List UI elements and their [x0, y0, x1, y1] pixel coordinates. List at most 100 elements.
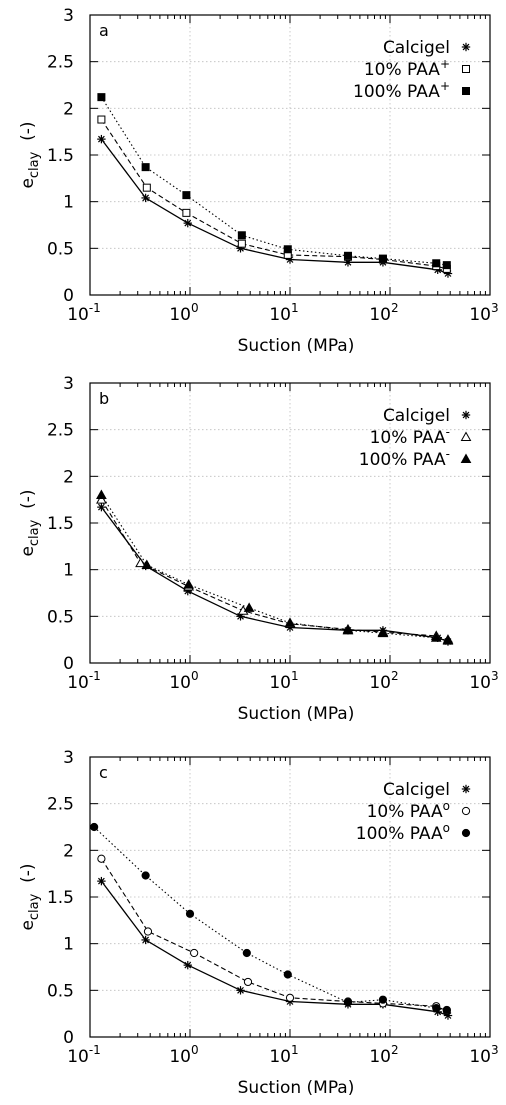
panel-a-y-axis-label: eclay (-) — [18, 121, 42, 188]
panel-c-legend-entry-2: 100% PAAo — [356, 821, 450, 844]
panel-a-series-0-point — [141, 193, 150, 203]
panel-c-series-2-point — [185, 909, 195, 918]
panel-c-x-tick-label: 103 — [469, 1043, 498, 1067]
panel-a-series-1-point — [182, 208, 191, 217]
panel-b-series-line-0 — [100, 506, 449, 643]
panel-a-x-tick-label: 10-1 — [67, 301, 101, 325]
panel-c-legend-marker-1 — [461, 806, 471, 816]
panel-a-y-tick-label: 2 — [63, 99, 74, 119]
panel-c-y-tick-label: 1 — [63, 935, 74, 955]
panel-a-legend-entry-2: 100% PAA+ — [353, 79, 450, 102]
panel-c-series-1-point — [285, 993, 295, 1002]
panel-b-series-2-point — [96, 489, 107, 499]
panel-a-frame — [89, 14, 491, 296]
panel-a-legend-entry-1: 10% PAA+ — [364, 57, 450, 80]
panel-a-label: a — [99, 21, 109, 40]
panel-b-x-tick-label: 10-1 — [67, 669, 101, 693]
panel-c-series-1-point — [143, 927, 153, 936]
panel-b-y-tick-label: 2 — [63, 467, 74, 487]
panel-b-y-tick-label: 3 — [63, 374, 74, 394]
panel-c-series-2-point — [242, 948, 251, 958]
panel-b-y-tick-label: 0 — [63, 654, 74, 674]
panel-c-series-0-point — [236, 986, 245, 995]
panel-c-x-tick-label: 102 — [369, 1043, 398, 1067]
panel-b-legend-entry-2: 100% PAA- — [359, 447, 450, 470]
panel-c-y-axis-label: eclay (-) — [18, 863, 42, 930]
panel-c-series-2-point — [141, 871, 150, 880]
panel-a-y-tick-label: 1.5 — [47, 146, 74, 166]
panel-c-series-2-point — [283, 970, 292, 979]
panel-a-legend-entry-0: Calcigel — [383, 38, 450, 58]
panel-b-legend-marker-0 — [461, 410, 471, 420]
panel-a-x-tick-label: 103 — [469, 301, 498, 325]
panel-b-y-tick-label: 0.5 — [47, 607, 74, 627]
panel-a-series-1-point — [237, 239, 246, 248]
panel-c-series-line-2 — [93, 826, 447, 1011]
panel-a: 10-1 100 101 102 10300.511.522.53aCalcigel10… — [18, 6, 499, 356]
panel-a-series-2-point — [378, 254, 387, 263]
panel-b-series-1-point — [96, 494, 107, 504]
panel-a-legend-marker-1 — [462, 65, 470, 73]
panel-a-series-line-2 — [100, 96, 447, 266]
panel-c-series-2-point — [432, 1003, 441, 1013]
panel-c-y-tick-label: 1.5 — [47, 888, 74, 908]
panel-b: 10-1 100 101 102 10300.511.522.53bCalcigel10… — [18, 374, 499, 724]
panel-b-series-2-point — [342, 624, 354, 635]
panel-b-frame — [89, 382, 491, 664]
panel-a-series-1-point — [142, 183, 151, 192]
panel-b-legend-marker-2 — [460, 453, 472, 463]
panel-b-x-tick-label: 100 — [169, 669, 198, 693]
panel-b-legend-entry-1: 10% PAA- — [370, 425, 450, 448]
panel-b-x-tick-label: 101 — [269, 669, 298, 693]
panel-b-x-tick-label: 103 — [469, 669, 498, 693]
panel-a-series-line-1 — [100, 119, 447, 270]
panel-c-series-1-point — [97, 854, 106, 863]
panel-c-label: c — [99, 763, 108, 782]
panel-b-series-2-point — [377, 627, 389, 638]
panel-a-series-0-point — [183, 218, 192, 228]
panel-a-y-tick-label: 1 — [63, 193, 74, 213]
panel-c-series-0-point — [141, 935, 150, 945]
panel-b-label: b — [99, 389, 109, 408]
panel-a-x-tick-label: 100 — [169, 301, 198, 325]
panel-c-series-0-point — [183, 960, 192, 970]
panel-a-series-2-point — [182, 191, 191, 200]
panel-a-series-2-point — [432, 259, 441, 268]
panel-b-series-1-point — [135, 557, 146, 568]
panel-a-y-tick-label: 3 — [63, 6, 74, 26]
panel-c-series-0-point — [97, 876, 106, 886]
panel-a-series-2-point — [343, 251, 352, 260]
panel-b-legend-marker-1 — [460, 431, 472, 441]
panel-a-series-2-point — [97, 93, 106, 102]
panel-c-y-tick-label: 0 — [63, 1028, 74, 1048]
panel-b-series-2-point — [442, 635, 454, 645]
panel-a-series-1-point — [97, 115, 106, 124]
panel-a-series-2-point — [237, 231, 246, 240]
panel-b-series-0-point — [97, 502, 106, 512]
panel-b-legend-entry-0: Calcigel — [383, 406, 450, 426]
panel-b-y-axis-label: eclay (-) — [18, 489, 42, 556]
panel-c-legend-marker-0 — [461, 784, 471, 794]
panel-b-series-2-point — [430, 632, 442, 642]
panel-b-x-axis-label: Suction (MPa) — [238, 704, 355, 724]
panel-c-frame — [89, 756, 491, 1038]
panel-c-y-tick-label: 0.5 — [47, 981, 74, 1001]
panel-b-y-tick-label: 1 — [63, 561, 74, 581]
panel-c-series-2-point — [442, 1005, 451, 1015]
panel-b-series-2-point — [284, 617, 296, 627]
panel-a-series-2-point — [442, 261, 451, 270]
panel-a-y-tick-label: 0.5 — [47, 239, 74, 259]
panel-c-series-1-point — [190, 948, 199, 958]
panel-c-y-tick-label: 2 — [63, 841, 74, 861]
panel-c-series-line-0 — [100, 880, 449, 1017]
panel-b-series-line-2 — [100, 494, 449, 642]
panel-a-series-2-point — [141, 163, 150, 172]
panel-c-series-2-point — [90, 822, 99, 832]
panel-c-x-axis-label: Suction (MPa) — [238, 1078, 355, 1098]
panel-c-legend-entry-0: Calcigel — [383, 780, 450, 800]
panel-b-series-2-point — [243, 602, 255, 612]
panel-a-y-tick-label: 2.5 — [47, 53, 74, 73]
panel-c-x-tick-label: 10-1 — [67, 1043, 101, 1067]
panel-c-y-tick-label: 2.5 — [47, 795, 74, 815]
